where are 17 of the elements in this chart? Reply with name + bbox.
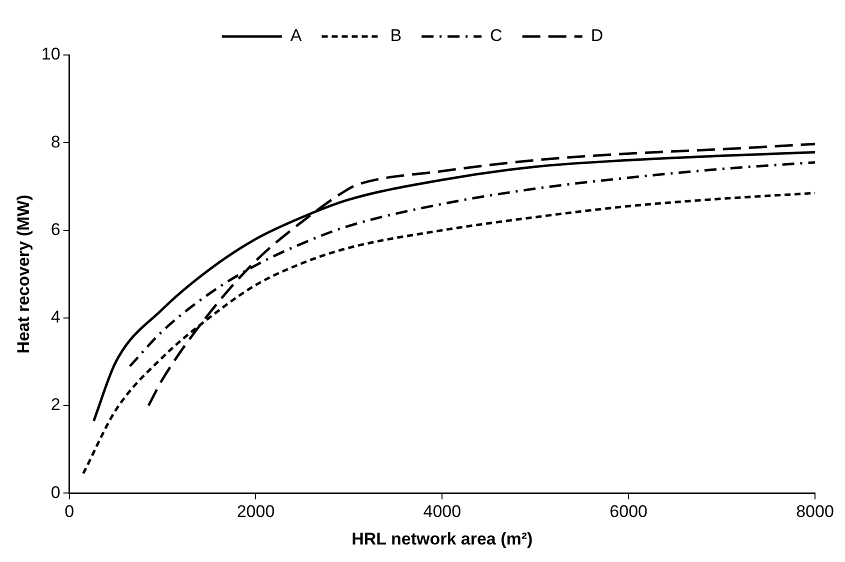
legend-label: C (490, 26, 502, 46)
y-tick-label: 8 (50, 132, 60, 152)
legend-label: A (290, 26, 302, 46)
y-tick-label: 6 (50, 220, 60, 239)
legend-label: D (590, 26, 604, 46)
y-tick-label: 4 (50, 308, 60, 327)
y-tick-label: 0 (50, 482, 60, 502)
x-tick-label: 4000 (423, 502, 462, 522)
x-tick-label: 2000 (236, 502, 275, 522)
y-axis-title: Heat recovery (MW) (14, 194, 33, 354)
y-tick-label: 2 (50, 395, 60, 414)
x-axis-title: HRL network area (m²) (352, 529, 533, 548)
x-tick-label: 0 (64, 502, 74, 522)
legend-label: B (390, 26, 402, 46)
x-tick-label: 8000 (796, 502, 834, 522)
y-tick-label: 10 (41, 44, 60, 64)
x-tick-label: 6000 (610, 502, 648, 522)
